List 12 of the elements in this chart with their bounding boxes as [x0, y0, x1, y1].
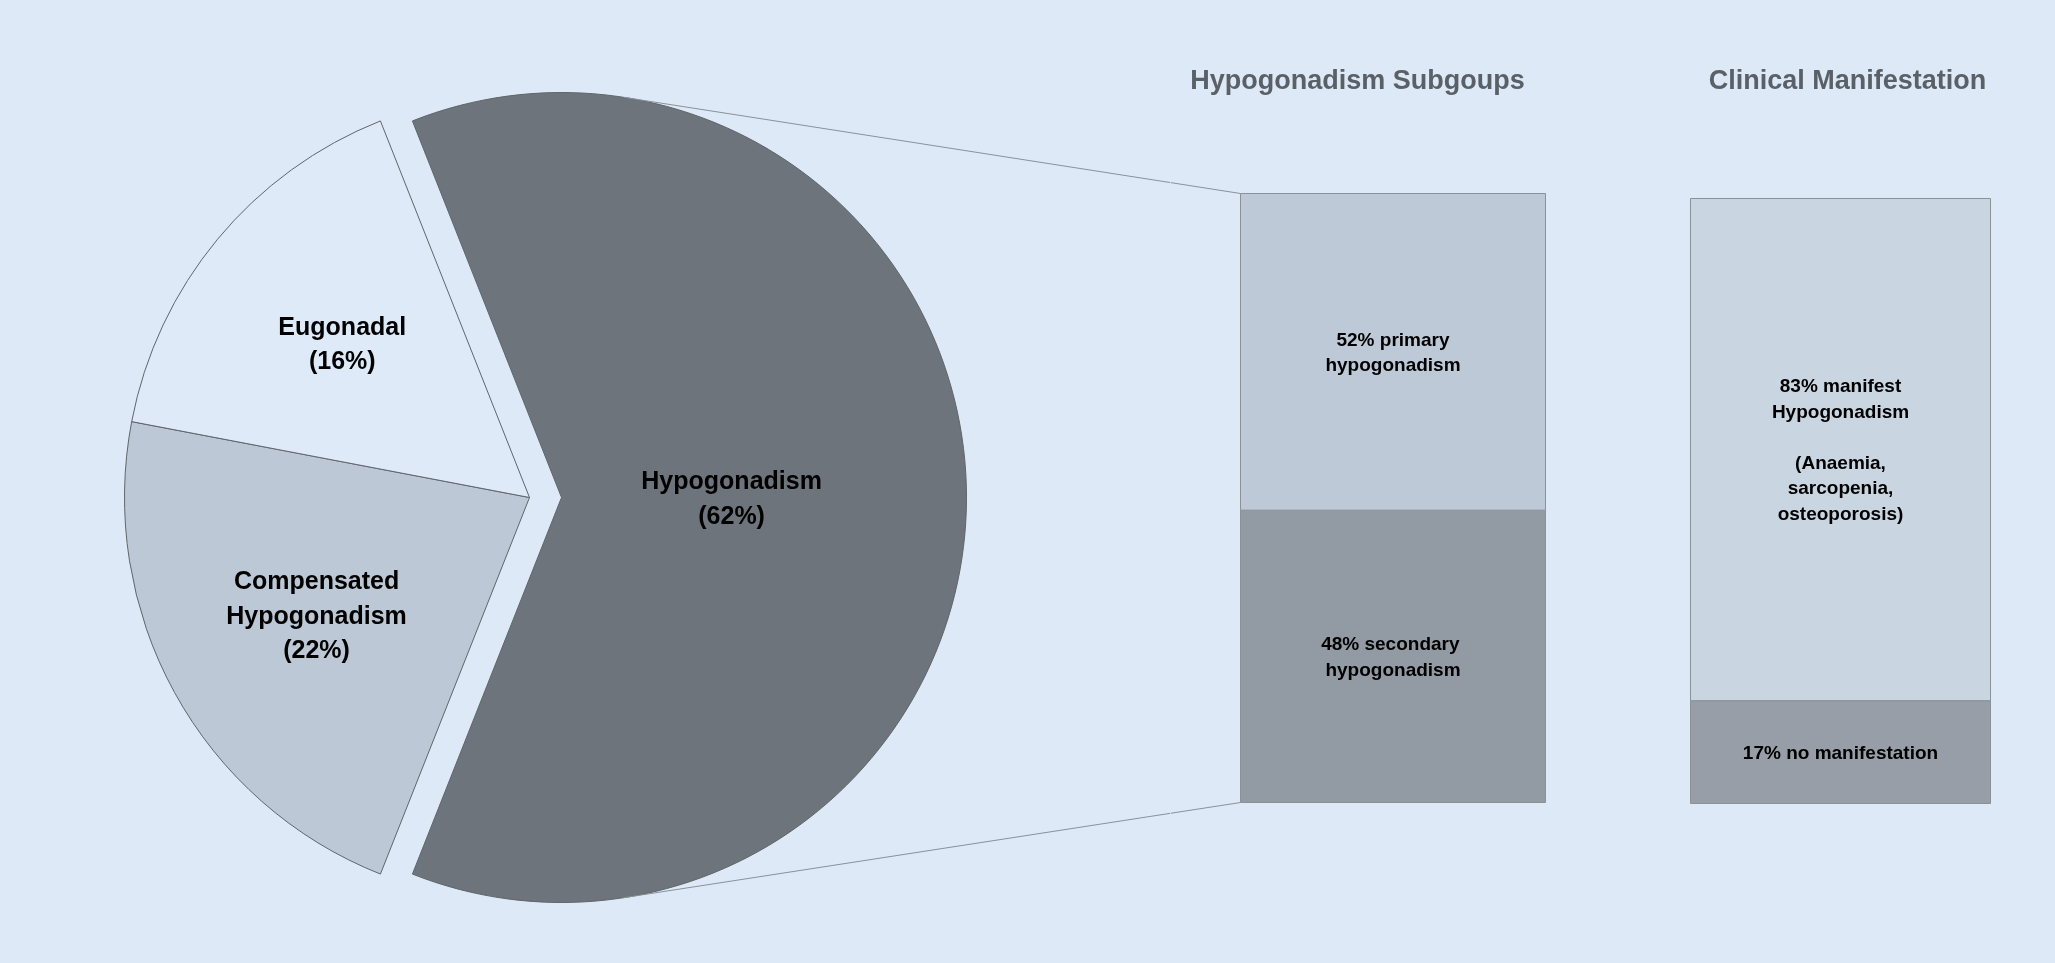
slice-label: Eugonadal — [278, 311, 407, 340]
data-label: (16%) — [308, 345, 376, 374]
data-label: (22%) — [283, 634, 350, 663]
data-label: 17% no manifestation — [1742, 741, 1939, 763]
chart-title: Hypogonadism Subgoups — [1190, 64, 1525, 95]
data-label: (62%) — [698, 500, 765, 529]
text: 83% manifest Hypogonadism (Anaemia, sarcopenia, osteoporosis) — [1771, 375, 1910, 525]
data-label: 48% secondary hypogonadism — [1321, 633, 1461, 680]
slice-label: Compensated Hypogonadism — [226, 566, 407, 629]
chart-title: Clinical Manifestation — [1708, 64, 1987, 95]
slice-label: Hypogonadism — [641, 466, 822, 495]
data-label: 52% primary hypogonadism — [1325, 328, 1461, 376]
